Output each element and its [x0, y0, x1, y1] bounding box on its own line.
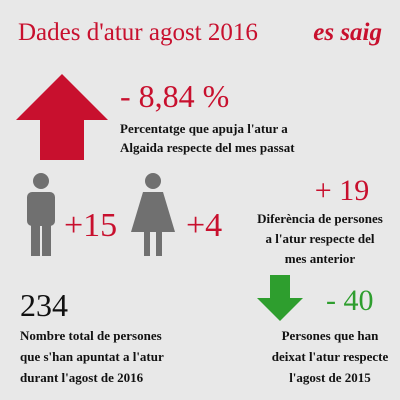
- monthly-change-value: - 8,84 %: [120, 78, 229, 114]
- women-value: +4: [186, 207, 222, 244]
- down-arrow: [257, 275, 303, 321]
- description-line: Persones que han: [282, 328, 380, 343]
- yearly-change-value: - 40: [326, 284, 374, 317]
- description-line: Percentatge que apuja l'atur a: [120, 121, 288, 136]
- description-line: deixat l'atur respecte: [272, 349, 389, 364]
- up-arrow: [16, 74, 108, 160]
- description-line: Diferència de persones: [257, 211, 383, 226]
- woman-icon: [131, 173, 175, 256]
- title: Dades d'atur agost 2016: [18, 19, 258, 46]
- description-line: Nombre total de persones: [20, 328, 162, 343]
- man-icon: [27, 173, 55, 256]
- description-line: mes anterior: [285, 251, 356, 266]
- description-line: que s'han apuntat a l'atur: [20, 349, 164, 364]
- difference-value: + 19: [315, 174, 369, 207]
- description-line: Algaida respecte del mes passat: [120, 140, 295, 155]
- description-line: a l'atur respecte del: [266, 231, 375, 246]
- brand: es saig: [313, 19, 382, 46]
- description-line: l'agost de 2015: [289, 370, 371, 385]
- men-value: +15: [64, 207, 117, 244]
- total-value: 234: [20, 287, 68, 323]
- description-line: durant l'agost de 2016: [20, 370, 144, 385]
